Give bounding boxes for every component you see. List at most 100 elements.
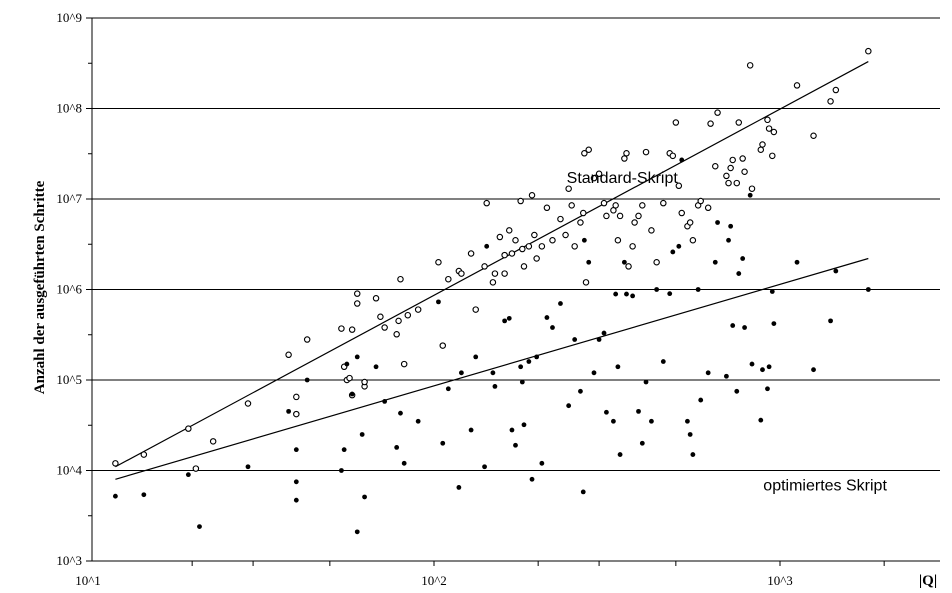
open-circle-point: [549, 237, 556, 244]
filled-dot-point: [492, 383, 498, 389]
filled-dot-point: [617, 452, 623, 457]
open-circle-point: [372, 295, 380, 302]
open-circle-point: [581, 150, 588, 157]
open-circle-point: [209, 438, 217, 445]
data-points: [112, 47, 872, 535]
open-circle-point: [639, 202, 646, 209]
filled-dot-point: [544, 315, 550, 320]
open-circle-point: [481, 263, 488, 270]
open-circle-point: [543, 204, 551, 212]
open-circle-point: [472, 306, 479, 313]
filled-dot-point: [695, 287, 701, 292]
open-circle-point: [648, 227, 655, 234]
filled-dot-point: [339, 468, 344, 473]
filled-dot-point: [572, 337, 578, 342]
filled-dot-point: [601, 330, 607, 336]
filled-dot-point: [580, 489, 586, 495]
open-circle-point: [489, 279, 497, 286]
filled-dot-point: [654, 287, 660, 292]
filled-dot-point: [112, 493, 118, 499]
open-circle-point: [562, 231, 569, 239]
filled-dot-point: [740, 256, 746, 261]
open-circle-point: [512, 237, 519, 244]
open-circle-point: [538, 243, 546, 250]
open-circle-point: [653, 259, 660, 266]
open-circle-point: [621, 155, 628, 162]
open-circle-point: [445, 275, 452, 283]
y-tick-label: 10^9: [56, 10, 82, 25]
open-circle-point: [600, 199, 608, 207]
open-circle-point: [501, 270, 508, 277]
filled-dot-point: [359, 432, 365, 437]
open-circle-point: [635, 212, 642, 220]
open-circle-point: [439, 342, 447, 349]
filled-dot-point: [624, 291, 629, 297]
open-circle-point: [810, 132, 817, 139]
open-circle-point: [501, 251, 508, 259]
open-circle-point: [112, 460, 119, 467]
annotation-label: optimiertes Skript: [763, 478, 887, 495]
fit-line: [115, 61, 869, 468]
filled-dot-point: [394, 444, 400, 450]
open-circle-point: [458, 270, 465, 277]
open-circle-point: [714, 109, 721, 116]
filled-dot-point: [604, 409, 609, 415]
open-circle-point: [400, 360, 408, 368]
open-circle-point: [285, 351, 292, 359]
open-circle-point: [590, 174, 598, 182]
filled-dot-point: [349, 391, 355, 397]
filled-dot-point: [513, 442, 518, 448]
open-circle-point: [496, 233, 504, 241]
open-circle-point: [704, 204, 712, 212]
open-circle-point: [642, 148, 650, 156]
open-circle-point: [353, 300, 361, 307]
filled-dot-point: [550, 325, 555, 330]
open-circle-point: [505, 227, 513, 234]
open-circle-point: [395, 317, 402, 325]
open-circle-point: [793, 82, 801, 89]
open-circle-point: [757, 146, 765, 154]
filled-dot-point: [341, 447, 347, 453]
x-tick-label: 10^3: [767, 573, 793, 588]
open-circle-point: [672, 119, 680, 126]
open-circle-point: [346, 374, 353, 382]
open-circle-point: [483, 199, 490, 207]
filled-dot-point: [373, 364, 379, 370]
open-circle-point: [697, 197, 704, 205]
y-tick-label: 10^3: [56, 553, 82, 568]
filled-dot-point: [611, 418, 616, 424]
open-circle-point: [712, 163, 719, 170]
filled-dot-point: [529, 476, 535, 482]
open-circle-point: [192, 465, 200, 472]
open-circle-point: [686, 219, 694, 226]
grid-lines: [92, 17, 940, 471]
filled-dot-point: [344, 361, 350, 367]
filled-dot-point: [382, 399, 388, 404]
filled-dot-point: [639, 440, 645, 446]
open-circle-point: [338, 325, 345, 332]
x-tick-label: 10^2: [421, 573, 447, 588]
open-circle-point: [244, 400, 252, 407]
filled-dot-point: [482, 464, 487, 470]
filled-dot-point: [304, 377, 310, 383]
open-circle-point: [595, 170, 603, 178]
open-circle-point: [725, 179, 732, 187]
filled-dot-point: [687, 432, 693, 437]
open-circle-point: [467, 250, 475, 257]
filled-dot-point: [643, 379, 649, 385]
filled-dot-point: [502, 318, 508, 324]
open-circle-point: [303, 336, 311, 343]
filled-dot-point: [615, 364, 621, 370]
open-circle-point: [377, 313, 384, 320]
filled-dot-point: [473, 354, 479, 360]
filled-dot-point: [865, 287, 871, 292]
y-tick-label: 10^4: [56, 463, 82, 478]
open-circle-point: [623, 150, 630, 157]
filled-dot-point: [760, 367, 765, 373]
open-circle-point: [865, 47, 872, 55]
filled-dot-point: [519, 379, 525, 385]
x-ticks: 10^1 10^2 10^3: [75, 561, 885, 588]
filled-dot-point: [509, 427, 515, 433]
open-circle-point: [616, 212, 624, 220]
